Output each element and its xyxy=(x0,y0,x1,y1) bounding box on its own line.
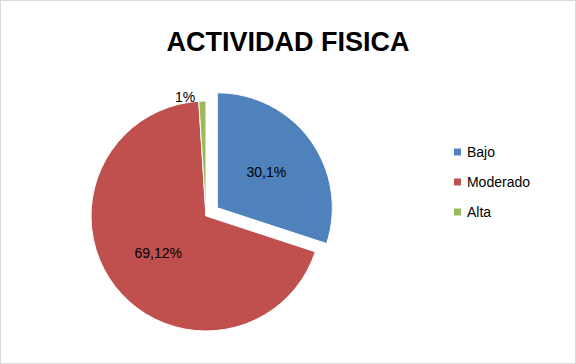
svg-text:Moderado: Moderado xyxy=(467,174,530,190)
svg-text:1%: 1% xyxy=(175,89,195,105)
svg-text:ACTIVIDAD FISICA: ACTIVIDAD FISICA xyxy=(167,27,410,57)
svg-text:30,1%: 30,1% xyxy=(246,164,286,180)
svg-text:Bajo: Bajo xyxy=(467,144,495,160)
svg-text:69,12%: 69,12% xyxy=(134,245,181,261)
svg-text:Alta: Alta xyxy=(467,204,491,220)
